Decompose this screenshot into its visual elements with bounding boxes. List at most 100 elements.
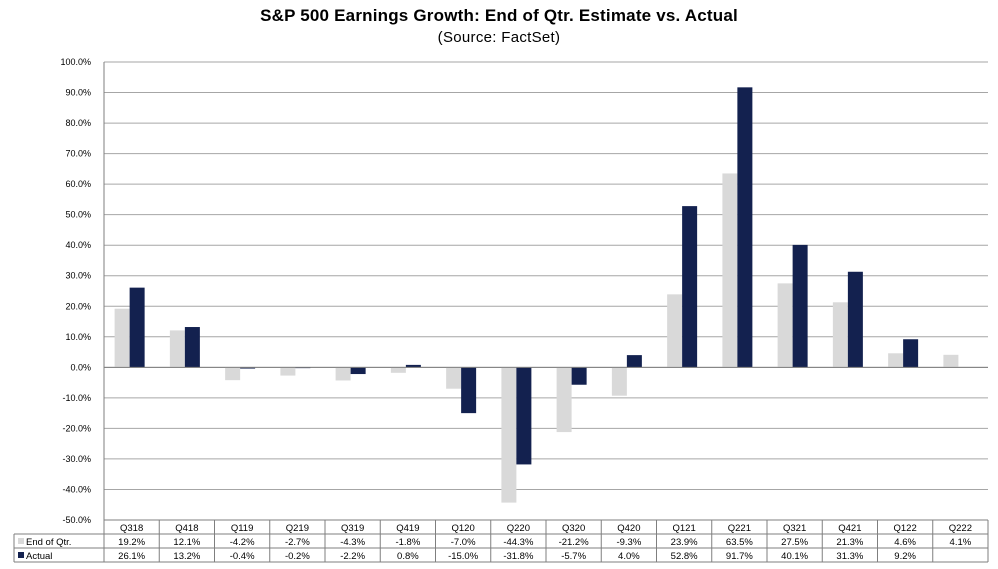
data-label: -0.4% [230, 551, 255, 562]
bar-actual [240, 367, 256, 369]
data-label: 9.2% [894, 551, 916, 562]
data-label: 40.1% [781, 551, 808, 562]
data-label: 27.5% [781, 537, 808, 548]
data-label: -4.3% [340, 537, 365, 548]
data-label: -0.2% [285, 551, 310, 562]
bar-actual [737, 87, 753, 368]
x-tick-label: Q321 [783, 523, 806, 534]
data-label: 19.2% [118, 537, 145, 548]
bar-estimate [722, 173, 738, 368]
x-tick-label: Q221 [728, 523, 751, 534]
bar-actual [847, 271, 863, 368]
y-tick-label: -10.0% [62, 393, 91, 403]
bar-actual [792, 244, 808, 368]
x-tick-label: Q419 [396, 523, 419, 534]
bar-estimate [169, 330, 185, 368]
y-tick-label: 70.0% [65, 149, 91, 159]
y-tick-label: 50.0% [65, 210, 91, 220]
legend-swatch [18, 552, 24, 558]
x-tick-label: Q121 [673, 523, 696, 534]
x-tick-label: Q119 [231, 523, 254, 534]
bar-actual [350, 367, 366, 375]
x-tick-label: Q421 [838, 523, 861, 534]
y-tick-label: 10.0% [65, 332, 91, 342]
bar-actual [903, 339, 919, 368]
x-tick-label: Q222 [949, 523, 972, 534]
y-tick-label: 20.0% [65, 301, 91, 311]
x-tick-label: Q319 [341, 523, 364, 534]
data-label: -2.2% [340, 551, 365, 562]
data-label: 13.2% [173, 551, 200, 562]
bar-estimate [943, 354, 959, 368]
bar-estimate [556, 367, 572, 433]
bar-estimate [832, 302, 848, 368]
x-tick-label: Q420 [617, 523, 640, 534]
data-label: -44.3% [503, 537, 534, 548]
bar-estimate [501, 367, 517, 503]
data-label: 12.1% [173, 537, 200, 548]
data-label: 21.3% [836, 537, 863, 548]
y-tick-label: 30.0% [65, 271, 91, 281]
bar-actual [184, 327, 200, 368]
data-label: 4.0% [618, 551, 640, 562]
x-tick-label: Q120 [452, 523, 475, 534]
bar-actual [571, 367, 587, 385]
bar-actual [405, 364, 421, 368]
legend-label: End of Qtr. [26, 537, 71, 548]
legend-label: Actual [26, 551, 52, 562]
y-tick-label: 0.0% [70, 362, 91, 372]
data-label: -4.2% [230, 537, 255, 548]
y-tick-label: -20.0% [62, 423, 91, 433]
bar-estimate [335, 367, 351, 381]
data-label: 23.9% [671, 537, 698, 548]
data-label: -2.7% [285, 537, 310, 548]
chart-subtitle: (Source: FactSet) [437, 29, 561, 46]
y-tick-label: 60.0% [65, 179, 91, 189]
legend-swatch [18, 538, 24, 544]
y-tick-label: -50.0% [62, 515, 91, 525]
bar-estimate [280, 367, 296, 376]
data-label: -31.8% [503, 551, 534, 562]
y-tick-label: 90.0% [65, 88, 91, 98]
data-label: 91.7% [726, 551, 753, 562]
y-tick-label: -40.0% [62, 484, 91, 494]
data-label: -1.8% [395, 537, 420, 548]
y-tick-label: -30.0% [62, 454, 91, 464]
x-tick-label: Q318 [120, 523, 143, 534]
data-label: -9.3% [616, 537, 641, 548]
y-tick-label: 40.0% [65, 240, 91, 250]
x-tick-label: Q320 [562, 523, 585, 534]
bar-estimate [225, 367, 241, 381]
bar-estimate [390, 367, 406, 373]
x-tick-label: Q220 [507, 523, 530, 534]
data-label: -7.0% [451, 537, 476, 548]
data-label: 4.6% [894, 537, 916, 548]
bar-estimate [446, 367, 462, 389]
bar-estimate [777, 283, 793, 368]
bar-estimate [888, 353, 904, 368]
data-label: 63.5% [726, 537, 753, 548]
bar-actual [516, 367, 532, 465]
bar-estimate [667, 294, 683, 368]
bar-actual [129, 287, 145, 368]
bar-estimate [114, 308, 130, 368]
data-label: -21.2% [559, 537, 590, 548]
x-tick-label: Q418 [175, 523, 198, 534]
y-tick-label: 80.0% [65, 118, 91, 128]
bar-actual [461, 367, 477, 414]
x-tick-label: Q122 [894, 523, 917, 534]
bar-actual [682, 206, 698, 368]
x-tick-label: Q219 [286, 523, 309, 534]
data-label: 0.8% [397, 551, 419, 562]
data-label: -15.0% [448, 551, 479, 562]
bar-estimate [611, 367, 627, 396]
chart-title: S&P 500 Earnings Growth: End of Qtr. Est… [260, 6, 738, 25]
data-label: 4.1% [950, 537, 972, 548]
bar-actual [626, 355, 642, 368]
y-tick-label: 100.0% [60, 57, 91, 67]
data-label: -5.7% [561, 551, 586, 562]
data-label: 52.8% [671, 551, 698, 562]
data-label: 26.1% [118, 551, 145, 562]
data-label: 31.3% [836, 551, 863, 562]
